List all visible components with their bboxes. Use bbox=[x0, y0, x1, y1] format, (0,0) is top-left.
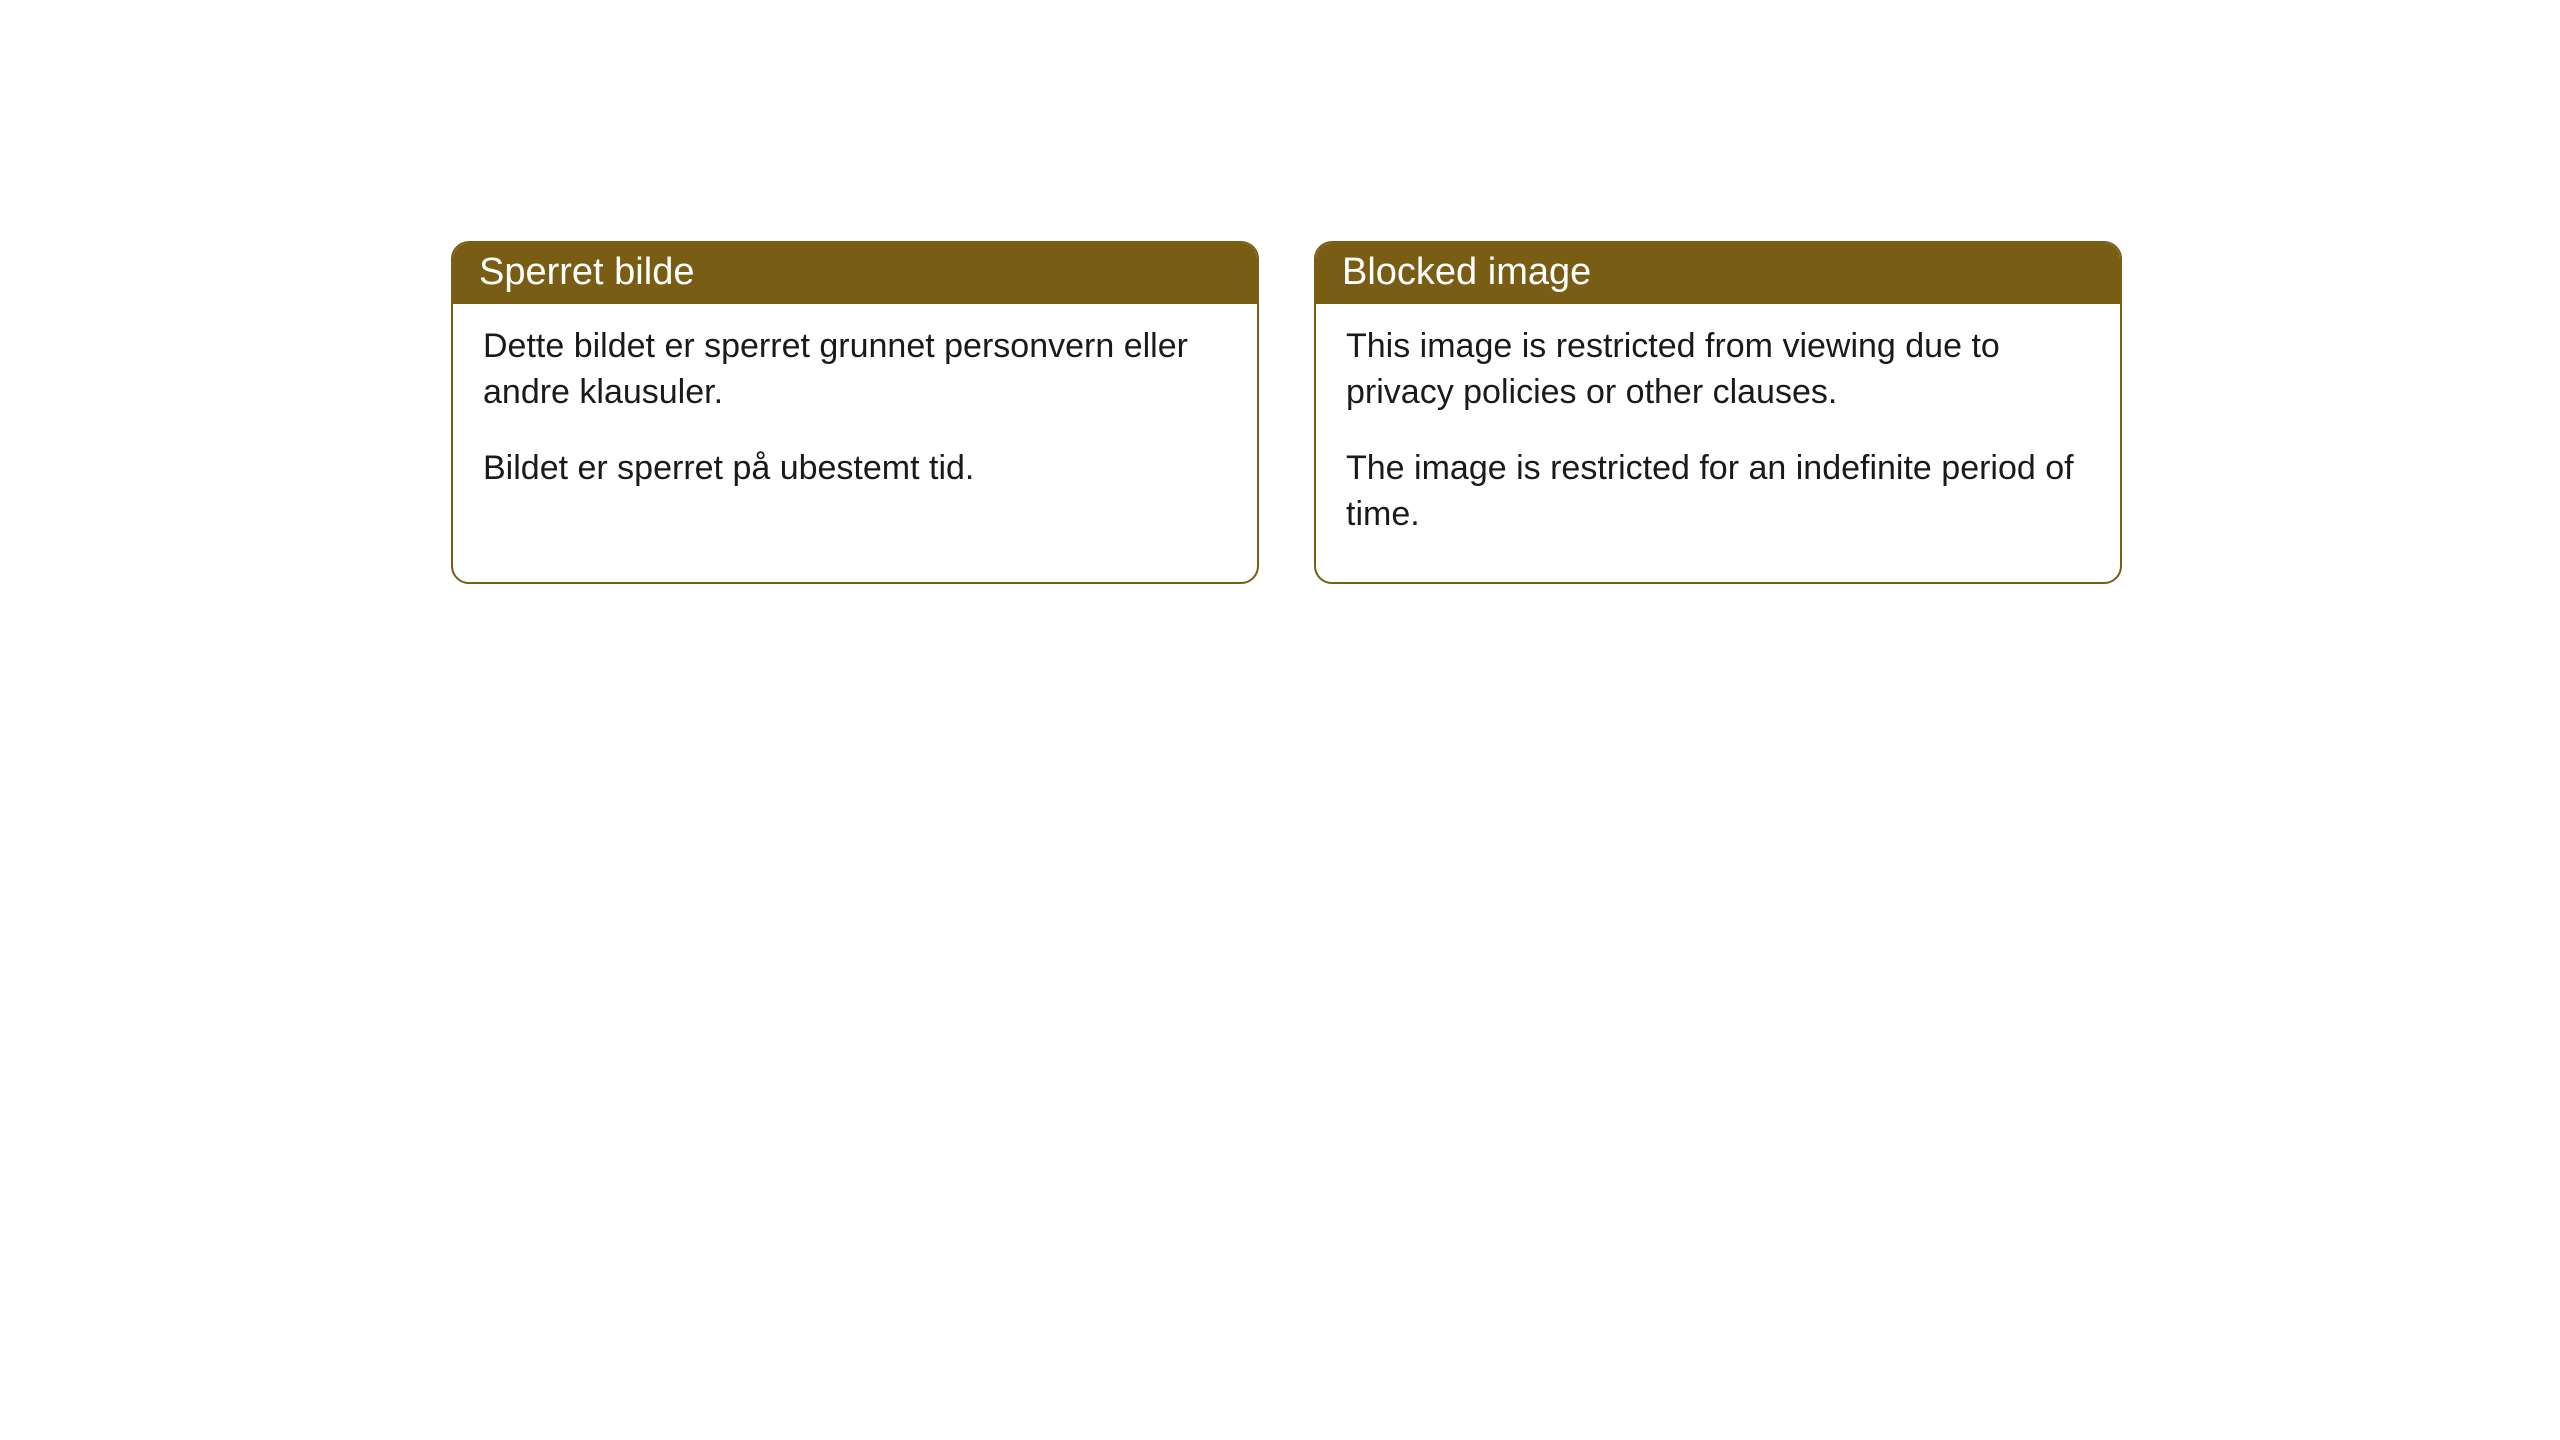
card-text-english-2: The image is restricted for an indefinit… bbox=[1346, 446, 2090, 538]
notice-card-norwegian: Sperret bilde Dette bildet er sperret gr… bbox=[451, 241, 1259, 584]
notice-cards-container: Sperret bilde Dette bildet er sperret gr… bbox=[451, 241, 2122, 584]
notice-card-english: Blocked image This image is restricted f… bbox=[1314, 241, 2122, 584]
card-body-norwegian: Dette bildet er sperret grunnet personve… bbox=[453, 304, 1257, 536]
card-text-norwegian-1: Dette bildet er sperret grunnet personve… bbox=[483, 324, 1227, 416]
card-body-english: This image is restricted from viewing du… bbox=[1316, 304, 2120, 582]
card-text-norwegian-2: Bildet er sperret på ubestemt tid. bbox=[483, 446, 1227, 492]
card-text-english-1: This image is restricted from viewing du… bbox=[1346, 324, 2090, 416]
card-header-norwegian: Sperret bilde bbox=[453, 243, 1257, 304]
card-header-english: Blocked image bbox=[1316, 243, 2120, 304]
